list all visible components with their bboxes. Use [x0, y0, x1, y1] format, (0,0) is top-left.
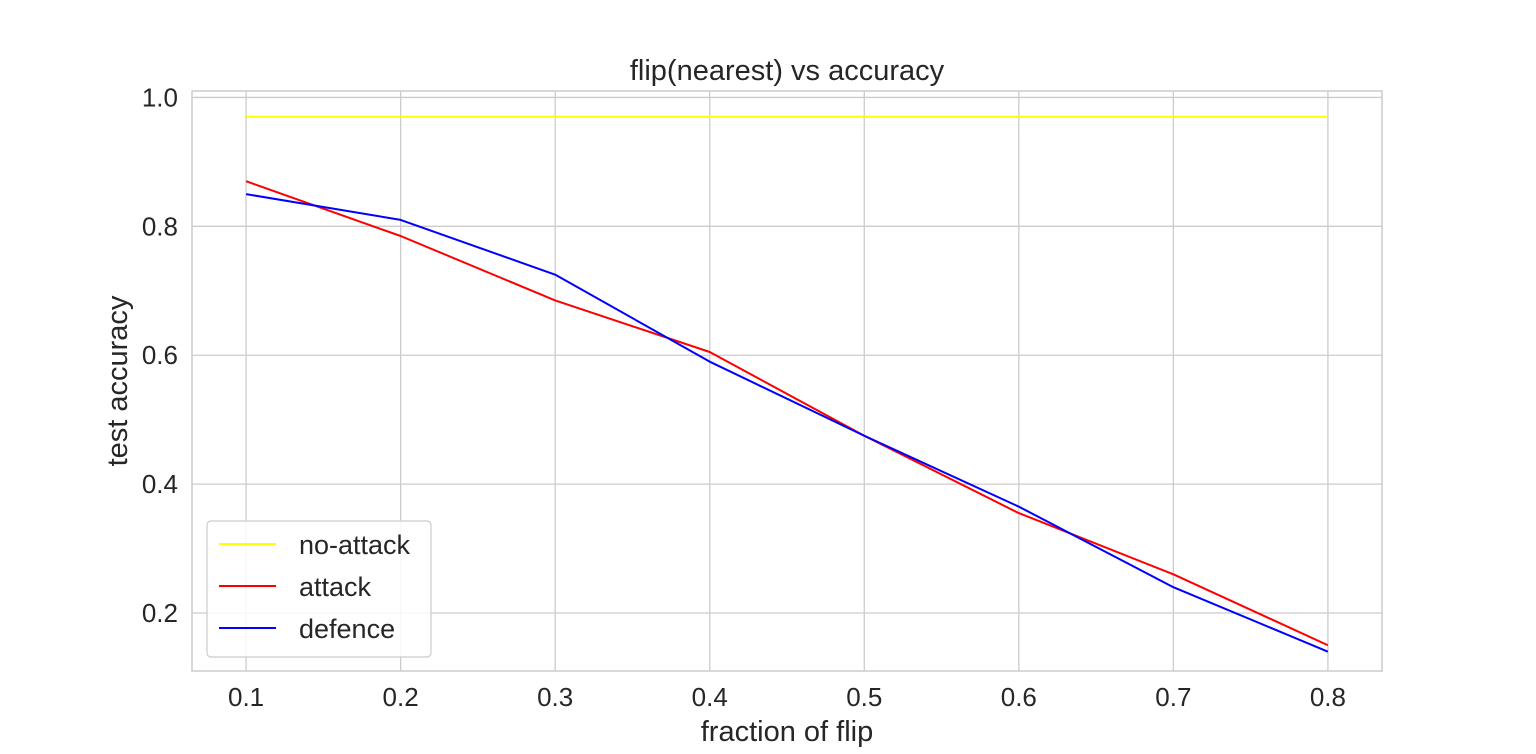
chart-title: flip(nearest) vs accuracy [630, 55, 945, 87]
plot-frame [191, 90, 1383, 672]
defence-legend-label: defence [299, 614, 395, 644]
x-tick-label: 0.6 [1001, 682, 1037, 712]
defence-series-line [245, 193, 1329, 653]
y-tick-label: 1.0 [142, 82, 178, 112]
legend-items: no-attack attack defence [219, 530, 411, 644]
y-tick-label: 0.2 [142, 598, 178, 628]
x-tick-label: 0.2 [383, 682, 419, 712]
attack-legend-label: attack [299, 572, 372, 602]
x-axis-label: fraction of flip [701, 716, 873, 748]
legend: no-attack attack defence [206, 520, 432, 658]
x-tick-label: 0.5 [846, 682, 882, 712]
x-tick-label: 0.3 [537, 682, 573, 712]
x-tick-label: 0.1 [228, 682, 264, 712]
series-lines [245, 115, 1329, 653]
y-tick-label: 0.8 [142, 211, 178, 241]
y-tick-labels: 0.2 0.4 0.6 0.8 1.0 [142, 82, 178, 628]
y-tick-label: 0.6 [142, 340, 178, 370]
y-axis-label: test accuracy [102, 295, 134, 466]
x-tick-label: 0.4 [692, 682, 728, 712]
no-attack-legend-label: no-attack [299, 530, 411, 560]
x-tick-label: 0.8 [1310, 682, 1346, 712]
x-tick-label: 0.7 [1155, 682, 1191, 712]
attack-series-line [245, 180, 1329, 647]
y-tick-label: 0.4 [142, 469, 178, 499]
x-tick-labels: 0.1 0.2 0.3 0.4 0.5 0.6 0.7 0.8 [228, 682, 1346, 712]
legend-box [206, 520, 432, 658]
